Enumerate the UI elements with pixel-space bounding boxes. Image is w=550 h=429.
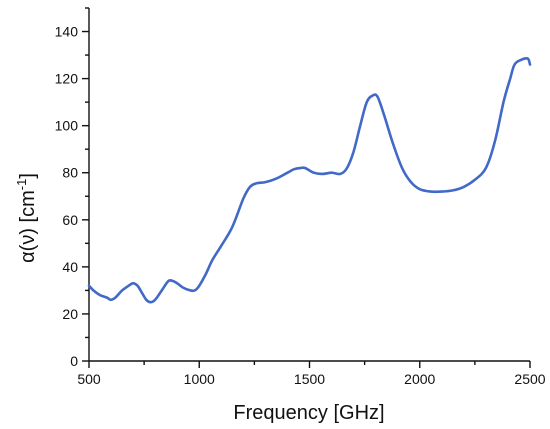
y-tick-label-120: 120 <box>55 71 79 87</box>
y-tick-label-140: 140 <box>55 24 79 40</box>
x-tick-label-500: 500 <box>77 371 101 387</box>
y-axis-ticks: 0 20 40 60 80 100 120 140 <box>55 7 89 369</box>
y-tick-label-100: 100 <box>55 118 79 134</box>
y-tick-label-80: 80 <box>62 165 78 181</box>
plot-area <box>87 8 532 362</box>
x-axis-title: Frequency [GHz] <box>233 402 384 424</box>
x-tick-label-1500: 1500 <box>294 371 325 387</box>
x-axis-ticks: 500 1000 1500 2000 2500 <box>77 361 546 387</box>
y-axis-title-superscript: -1 <box>14 179 29 191</box>
y-tick-label-60: 60 <box>62 212 78 228</box>
x-tick-label-2000: 2000 <box>404 371 435 387</box>
y-tick-label-40: 40 <box>62 259 78 275</box>
y-tick-label-20: 20 <box>62 306 78 322</box>
y-axis-title: α(ν) [cm-1] <box>14 173 39 263</box>
x-tick-label-2500: 2500 <box>514 371 545 387</box>
series-line-0 <box>87 57 532 304</box>
y-axis-title-main: α(ν) [cm <box>17 190 39 263</box>
x-tick-label-1000: 1000 <box>184 371 215 387</box>
y-tick-label-0: 0 <box>70 353 78 369</box>
y-axis-title-close: ] <box>17 173 39 179</box>
